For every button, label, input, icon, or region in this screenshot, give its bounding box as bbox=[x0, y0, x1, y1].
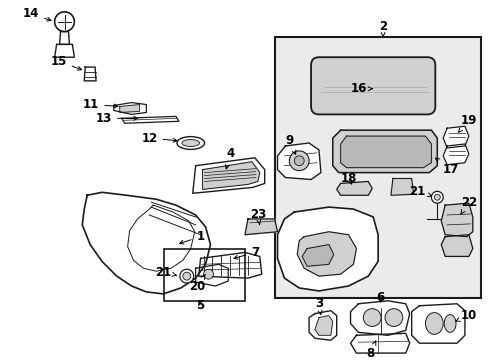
Polygon shape bbox=[442, 126, 468, 148]
Circle shape bbox=[55, 12, 74, 32]
Circle shape bbox=[180, 269, 193, 283]
Polygon shape bbox=[308, 311, 336, 340]
Bar bbox=[274, 37, 480, 298]
Polygon shape bbox=[84, 67, 96, 81]
Polygon shape bbox=[195, 264, 228, 286]
Polygon shape bbox=[55, 44, 74, 57]
Circle shape bbox=[203, 269, 213, 279]
Text: 18: 18 bbox=[340, 172, 356, 185]
Text: 15: 15 bbox=[50, 55, 81, 70]
Text: 4: 4 bbox=[225, 147, 234, 169]
Circle shape bbox=[183, 272, 190, 280]
Ellipse shape bbox=[182, 140, 199, 147]
Ellipse shape bbox=[443, 315, 455, 332]
Text: 5: 5 bbox=[196, 299, 204, 312]
Circle shape bbox=[289, 151, 308, 171]
Text: 13: 13 bbox=[96, 112, 137, 125]
Polygon shape bbox=[277, 207, 377, 291]
Text: 8: 8 bbox=[366, 341, 375, 360]
Polygon shape bbox=[120, 104, 139, 112]
Text: 14: 14 bbox=[23, 7, 51, 21]
Polygon shape bbox=[198, 252, 261, 278]
Polygon shape bbox=[114, 103, 146, 114]
Circle shape bbox=[294, 156, 304, 166]
Polygon shape bbox=[244, 219, 277, 235]
Circle shape bbox=[384, 309, 402, 327]
Polygon shape bbox=[122, 116, 179, 123]
Polygon shape bbox=[390, 179, 413, 195]
Text: 9: 9 bbox=[285, 134, 295, 154]
Text: 10: 10 bbox=[454, 309, 476, 322]
Text: 23: 23 bbox=[249, 208, 265, 224]
Text: 11: 11 bbox=[83, 98, 118, 111]
Circle shape bbox=[433, 194, 439, 200]
Polygon shape bbox=[332, 130, 436, 172]
Text: 1: 1 bbox=[179, 230, 204, 244]
Text: 16: 16 bbox=[349, 82, 372, 95]
Polygon shape bbox=[277, 143, 320, 180]
Polygon shape bbox=[350, 333, 409, 353]
Text: 12: 12 bbox=[141, 131, 177, 145]
Polygon shape bbox=[440, 235, 472, 256]
Polygon shape bbox=[297, 232, 356, 276]
FancyBboxPatch shape bbox=[310, 57, 434, 114]
Bar bbox=[164, 248, 244, 301]
Text: 6: 6 bbox=[375, 291, 384, 304]
Text: 7: 7 bbox=[233, 246, 258, 259]
Text: 19: 19 bbox=[458, 114, 476, 132]
Text: 22: 22 bbox=[460, 196, 476, 214]
Ellipse shape bbox=[425, 312, 442, 334]
Text: 21: 21 bbox=[408, 185, 431, 198]
Text: 3: 3 bbox=[314, 297, 323, 315]
Polygon shape bbox=[350, 301, 409, 335]
Polygon shape bbox=[302, 244, 333, 266]
Text: 20: 20 bbox=[189, 274, 205, 293]
Circle shape bbox=[363, 309, 380, 327]
Text: 2: 2 bbox=[378, 20, 386, 36]
Polygon shape bbox=[202, 162, 259, 189]
Circle shape bbox=[430, 191, 442, 203]
Polygon shape bbox=[192, 158, 264, 193]
Polygon shape bbox=[336, 181, 371, 195]
Polygon shape bbox=[440, 203, 472, 237]
Ellipse shape bbox=[177, 136, 204, 149]
Text: 17: 17 bbox=[435, 158, 458, 176]
Polygon shape bbox=[82, 192, 210, 294]
Polygon shape bbox=[314, 316, 332, 335]
Polygon shape bbox=[442, 144, 468, 165]
Polygon shape bbox=[340, 136, 430, 168]
Polygon shape bbox=[411, 304, 464, 343]
Text: 21: 21 bbox=[155, 266, 177, 279]
Polygon shape bbox=[60, 32, 69, 44]
